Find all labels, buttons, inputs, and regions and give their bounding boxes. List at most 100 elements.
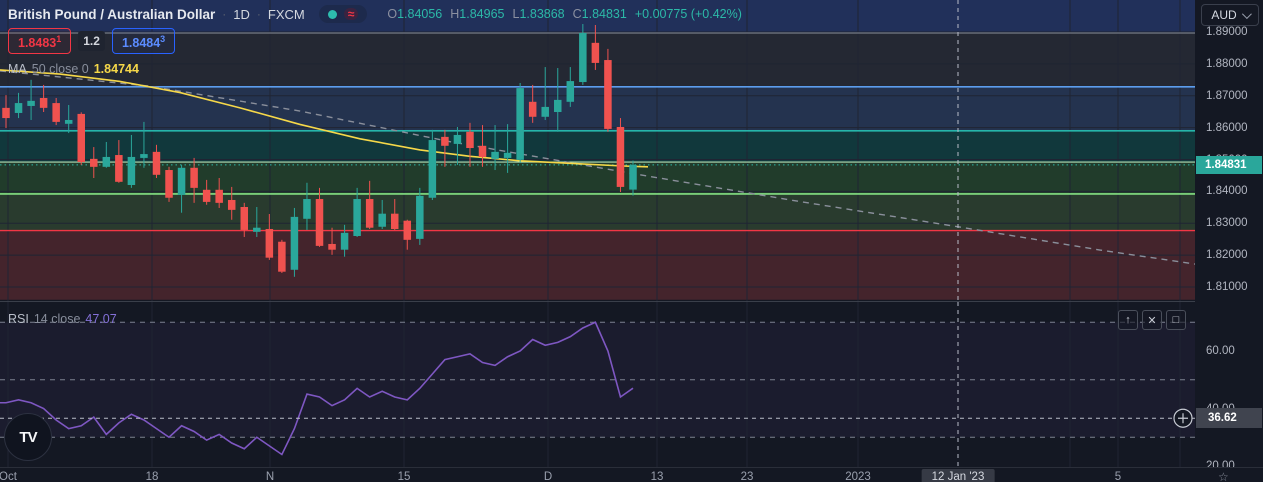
separator-dot: ·	[222, 7, 227, 21]
price-axis-label: 1.84000	[1206, 185, 1248, 198]
sell-button[interactable]: 1.84831	[8, 28, 72, 55]
candle-body	[177, 167, 186, 195]
candle-body	[315, 199, 324, 246]
candle-body	[52, 103, 60, 122]
candle-body	[378, 213, 386, 227]
candlestick-series	[2, 24, 637, 277]
time-axis[interactable]: Oct 18 N 15 D 13 23 2023 5 12 Jan '23 ☆	[0, 467, 1263, 482]
market-status-toggle[interactable]: ≈	[318, 5, 368, 23]
candle-body	[453, 134, 462, 144]
candle-body	[528, 101, 537, 117]
price-axis-label: 1.89000	[1206, 26, 1248, 38]
plus-icon	[1178, 413, 1188, 424]
trade-panel: 1.84831 1.2 1.84843	[8, 28, 176, 55]
candle-body	[102, 156, 111, 167]
candle-body	[629, 164, 637, 190]
candle-body	[253, 227, 261, 232]
time-axis-label: 13	[650, 471, 664, 482]
rsi-params: 14 close	[33, 312, 81, 326]
market-open-dot-icon	[327, 9, 337, 19]
tradingview-logo[interactable]: TV	[4, 413, 52, 461]
close-label: C	[572, 7, 582, 21]
candle-body	[39, 97, 48, 108]
buy-button[interactable]: 1.84843	[111, 28, 176, 55]
rsi-line	[0, 321, 634, 456]
symbol-legend[interactable]: British Pound / Australian Dollar · 1D ·…	[8, 4, 742, 24]
candle-body	[240, 206, 249, 230]
price-axis-label: 1.86000	[1206, 121, 1248, 134]
candle-body	[190, 167, 198, 188]
candle-body	[365, 199, 374, 228]
candle-body	[591, 42, 600, 63]
candle-body	[303, 199, 311, 219]
rsi-axis-label: 60.00	[1206, 345, 1235, 357]
candle-body	[202, 189, 211, 202]
candle-body	[265, 228, 274, 258]
high-value: 1.84965	[459, 7, 505, 21]
chevron-down-icon	[1241, 8, 1252, 19]
rsi-pane[interactable]	[0, 302, 1195, 467]
pane-maximize-button[interactable]: □	[1166, 310, 1186, 330]
candle-body	[503, 152, 512, 158]
low-label: L	[512, 7, 520, 21]
price-axis[interactable]: 1.890001.880001.870001.860001.850001.840…	[1196, 0, 1263, 472]
currency-label: AUD	[1211, 8, 1237, 22]
low-value: 1.83868	[519, 7, 565, 21]
candle-body	[554, 99, 562, 113]
synthetic-pricing-icon: ≈	[343, 8, 359, 20]
timeframe-label[interactable]: 1D	[233, 6, 250, 22]
time-axis-label: 5	[1114, 471, 1122, 482]
pane-close-button[interactable]: ✕	[1142, 310, 1162, 330]
ma-value: 1.84744	[93, 62, 139, 76]
rsi-value: 47.07	[85, 312, 117, 326]
candle-body	[566, 81, 575, 102]
spread-value: 1.2	[78, 31, 105, 52]
candle-body	[290, 216, 299, 270]
tradingview-logo-glyph: TV	[19, 428, 37, 446]
time-axis-label: N	[265, 471, 275, 482]
close-value: 1.84831	[581, 7, 627, 21]
candle-body	[491, 151, 499, 159]
crosshair-plus-button[interactable]	[1173, 408, 1193, 428]
ma-params: 50 close 0	[31, 62, 89, 76]
current-price-badge: 1.84831	[1196, 155, 1262, 174]
rsi-pane-toolbar: ↑ ✕ □	[1118, 310, 1186, 330]
high-label: H	[450, 7, 460, 21]
candle-body	[64, 119, 73, 124]
candle-body	[165, 170, 173, 198]
candle-body	[215, 189, 223, 203]
price-zone	[0, 130, 1195, 163]
candle-body	[403, 220, 412, 240]
ma-indicator-legend[interactable]: MA 50 close 0 1.84744	[8, 62, 139, 76]
ma50-line	[0, 69, 649, 168]
candle-body	[2, 107, 10, 119]
star-icon[interactable]: ☆	[1218, 470, 1229, 482]
symbol-title[interactable]: British Pound / Australian Dollar	[8, 6, 216, 22]
rsi-indicator-legend[interactable]: RSI 14 close 47.07	[8, 312, 117, 326]
candle-body	[516, 88, 524, 160]
price-axis-label: 1.83000	[1206, 217, 1248, 230]
exchange-label[interactable]: FXCM	[267, 6, 305, 22]
rsi-band-fill	[0, 322, 1195, 438]
pane-move-up-button[interactable]: ↑	[1118, 310, 1138, 330]
candle-body	[152, 151, 161, 175]
open-label: O	[387, 7, 398, 21]
price-axis-currency-button[interactable]: AUD	[1201, 4, 1259, 26]
candle-body	[115, 155, 123, 182]
time-axis-label: D	[543, 471, 553, 482]
price-axis-label: 1.81000	[1206, 281, 1248, 293]
candle-body	[466, 131, 474, 149]
price-zone	[0, 193, 1195, 231]
candle-body	[428, 140, 437, 198]
time-axis-label: Oct	[0, 471, 17, 482]
candle-body	[616, 126, 625, 187]
time-axis-label: 2023	[845, 471, 871, 482]
ohlc-readout: O1.84056 H1.84965 L1.83868 C1.84831 +0.0…	[387, 7, 742, 21]
candle-body	[278, 241, 286, 272]
price-zone	[0, 230, 1195, 300]
rsi-name: RSI	[8, 312, 29, 326]
main-price-pane[interactable]	[0, 0, 1195, 302]
price-axis-label: 1.88000	[1206, 57, 1248, 70]
change-value: +0.00775 (+0.42%)	[634, 7, 742, 21]
